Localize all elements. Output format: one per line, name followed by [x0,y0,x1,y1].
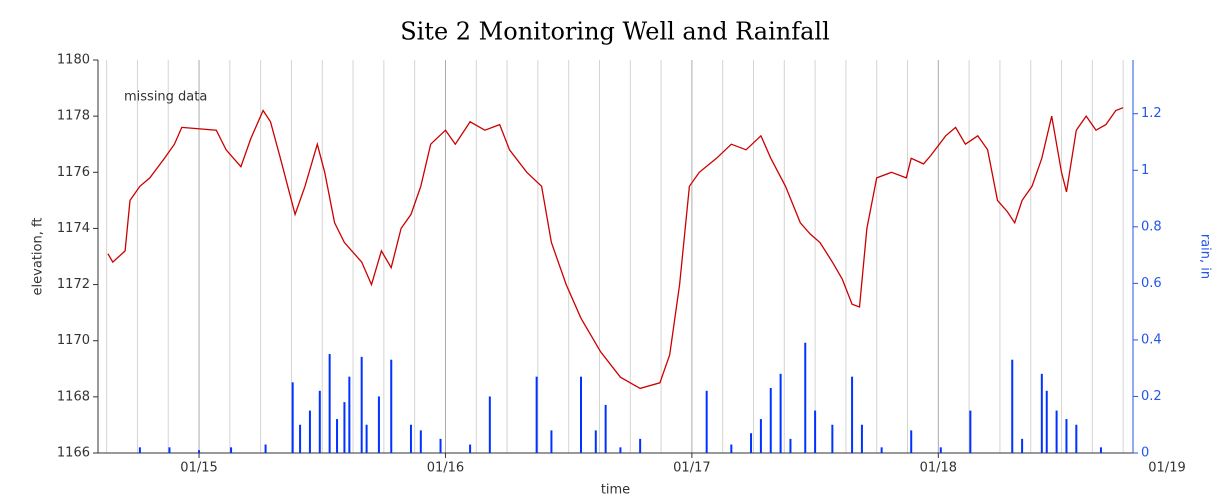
rain-bar [348,376,351,453]
y2-tick-label: 0.4 [1141,332,1162,347]
y-tick-label: 1170 [57,333,90,348]
x-tick-label: 01/18 [920,461,957,476]
rain-bar [328,354,331,453]
rain-bar [594,430,597,453]
rain-bar [168,447,171,453]
y2-tick-label: 0.6 [1141,276,1162,291]
rain-bar [730,444,733,453]
x-axis-label: time [601,483,630,498]
rain-bar [705,390,708,453]
x-tick-label: 01/15 [180,461,217,476]
rain-bar [910,430,913,453]
y-tick-label: 1178 [57,109,90,124]
y-tick-label: 1176 [57,165,90,180]
rain-bar [759,419,762,453]
rain-bar [1075,424,1078,453]
y-tick-label: 1174 [57,221,90,236]
rain-bar [291,382,294,453]
rain-bar [831,424,834,453]
rain-bar [138,447,141,453]
rain-bar [939,447,942,453]
rain-bar [1065,419,1068,453]
rain-bar [750,433,753,453]
rain-bar [604,404,607,453]
rain-bar [365,424,368,453]
rain-bar [469,444,472,453]
rain-bar [550,430,553,453]
rain-bar [789,438,792,453]
rain-bar [1099,447,1102,453]
rain-bar [779,373,782,453]
y2-tick-label: 0.8 [1141,219,1162,234]
rain-bar [198,450,201,453]
rain-bar [580,376,582,453]
rain-bar [1045,390,1048,453]
rain-bar [769,387,772,453]
elevation-line [107,107,1124,390]
y-tick-label: 1168 [57,389,90,404]
rain-bar [814,410,817,453]
rain-bar [409,424,412,453]
rain-bar [419,430,422,453]
rain-bar [1055,410,1058,453]
rain-bar [639,438,642,453]
rain-bar [360,356,363,453]
rain-bar [1040,373,1043,453]
rain-bar [343,402,346,453]
rain-bar [336,419,339,453]
rain-bar [299,424,302,453]
rain-bar [264,444,267,453]
rain-bar [880,447,883,453]
x-tick-label: 01/16 [427,461,464,476]
rain-bar [1021,438,1024,453]
rain-bar [439,438,442,453]
y-axis-label: elevation, ft [31,218,46,296]
rain-bar [390,359,393,453]
y2-tick-label: 1 [1141,163,1149,178]
rain-bar [230,447,233,453]
rain-bar [804,342,807,453]
y-tick-label: 1172 [57,277,90,292]
rain-bar [318,390,321,453]
rain-bar [851,376,854,453]
y2-axis-label: rain, in [1198,234,1213,279]
rain-bar [969,410,972,453]
y2-tick-label: 1.2 [1141,106,1162,121]
chart-title: Site 2 Monitoring Well and Rainfall [400,18,830,46]
y-tick-label: 1180 [57,53,90,68]
rain-bar [377,396,380,453]
annotation: missing data [124,90,207,105]
rain-bar [860,424,863,453]
rain-bar [308,410,311,453]
rain-bar [619,447,622,453]
y-tick-label: 1166 [57,446,90,461]
y2-tick-label: 0 [1141,446,1149,461]
rain-bar [1011,359,1014,453]
rain-bar [535,376,538,453]
x-tick-label: 01/17 [673,461,710,476]
x-tick-label: 01/19 [1148,461,1185,476]
rain-bar [488,396,491,453]
y2-tick-label: 0.2 [1141,389,1162,404]
